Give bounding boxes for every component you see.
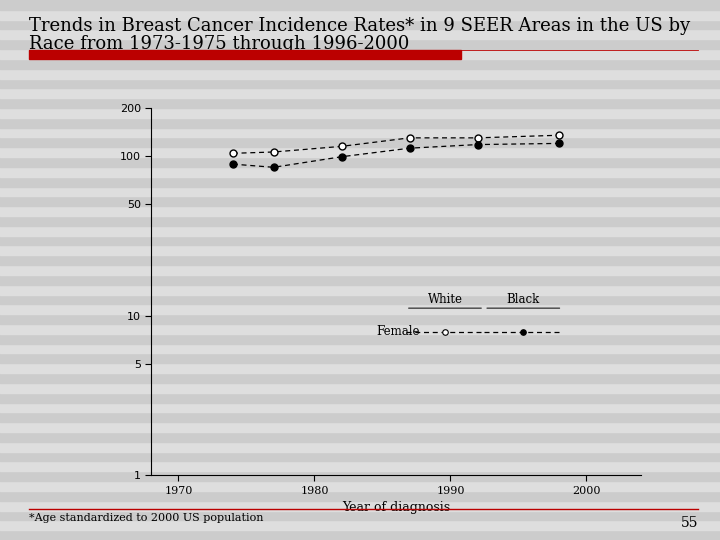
X-axis label: Year of diagnosis: Year of diagnosis bbox=[342, 501, 450, 514]
Text: Black: Black bbox=[507, 293, 540, 306]
Text: Female: Female bbox=[377, 326, 420, 339]
Text: Trends in Breast Cancer Incidence Rates* in 9 SEER Areas in the US by: Trends in Breast Cancer Incidence Rates*… bbox=[29, 17, 690, 35]
Text: 55: 55 bbox=[681, 516, 698, 530]
Text: *Age standardized to 2000 US population: *Age standardized to 2000 US population bbox=[29, 513, 264, 523]
Text: White: White bbox=[428, 293, 462, 306]
Text: Race from 1973-1975 through 1996-2000: Race from 1973-1975 through 1996-2000 bbox=[29, 35, 409, 52]
